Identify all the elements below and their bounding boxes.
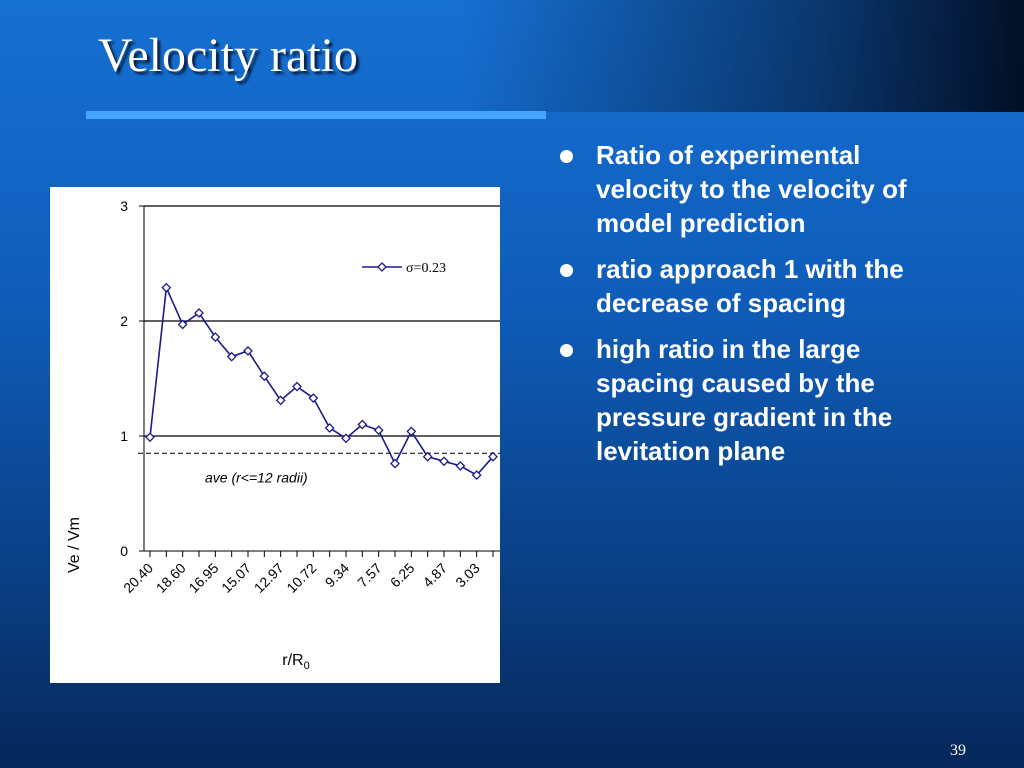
series-line [149,284,494,477]
data-point [194,308,204,318]
y-axis-ticks: 0 1 2 3 [120,198,144,559]
data-point [324,423,335,433]
bullet-item: Ratio of experimental velocity to the ve… [560,138,940,240]
y-tick-label: 2 [120,313,128,329]
data-point [357,419,368,430]
data-point [455,460,466,471]
data-point [161,282,172,293]
legend-marker [377,262,387,272]
x-axis-label-main: r/R [282,652,303,669]
x-tick-label: 4.87 [420,560,451,591]
data-point [390,458,400,469]
x-axis-label: r/R0 [282,652,309,672]
data-point [292,381,302,392]
data-point [210,332,221,343]
data-point [145,432,155,443]
bullet-text: high ratio in the large spacing caused b… [596,334,893,466]
chart-panel: 0 1 2 3 20.40 18.60 16.95 15.07 12.97 10.72 9.34 7… [50,187,500,683]
x-tick-label: 15.07 [218,560,254,596]
slide-title: Velocity ratio [98,29,358,82]
data-point [308,393,319,403]
data-point [422,451,433,462]
x-axis-label-subscript: 0 [304,660,310,672]
y-tick-label: 1 [120,428,128,444]
data-point [177,319,188,330]
title-underline [86,111,546,119]
data-point [275,395,286,406]
data-point [341,433,351,444]
data-point [259,371,270,382]
data-point [406,426,417,437]
data-point [243,345,253,356]
bullet-dot-icon [560,150,573,163]
x-tick-label: 12.97 [251,560,287,596]
header-shade [0,0,1024,112]
page-number: 39 [950,742,966,759]
bullet-dot-icon [560,264,573,277]
reference-line-label: ave (r<=12 radii) [205,469,308,485]
axes [143,206,500,552]
reference-line-group: ave (r<=12 radii) [138,452,500,485]
data-point [439,456,449,467]
x-tick-label: 18.60 [153,560,189,596]
legend: σ=0.23 [362,261,446,276]
y-tick-label: 3 [120,198,128,214]
data-point [373,425,384,436]
bullet-text: ratio approach 1 with the decrease of sp… [596,254,904,318]
bullet-list: Ratio of experimental velocity to the ve… [560,138,940,480]
bullet-item: ratio approach 1 with the decrease of sp… [560,252,940,320]
grid-lines [144,205,500,437]
legend-label: σ=0.23 [406,261,446,276]
x-tick-label: 10.72 [283,560,319,596]
data-point [226,351,237,362]
x-tick-label: 20.40 [120,560,156,596]
x-tick-label: 6.25 [387,560,418,591]
y-axis-label: Ve / Vm [66,517,83,573]
x-tick-label: 16.95 [185,560,221,596]
x-tick-label: 7.57 [354,560,385,591]
bullet-item: high ratio in the large spacing caused b… [560,332,940,468]
bullet-text: Ratio of experimental velocity to the ve… [596,140,907,238]
bullet-dot-icon [560,344,573,357]
data-point [471,470,482,481]
y-tick-label: 0 [120,543,128,559]
series-group [145,282,498,481]
data-point [488,451,498,462]
x-tick-label: 9.34 [322,560,353,591]
x-tick-label: 3.03 [452,560,483,591]
